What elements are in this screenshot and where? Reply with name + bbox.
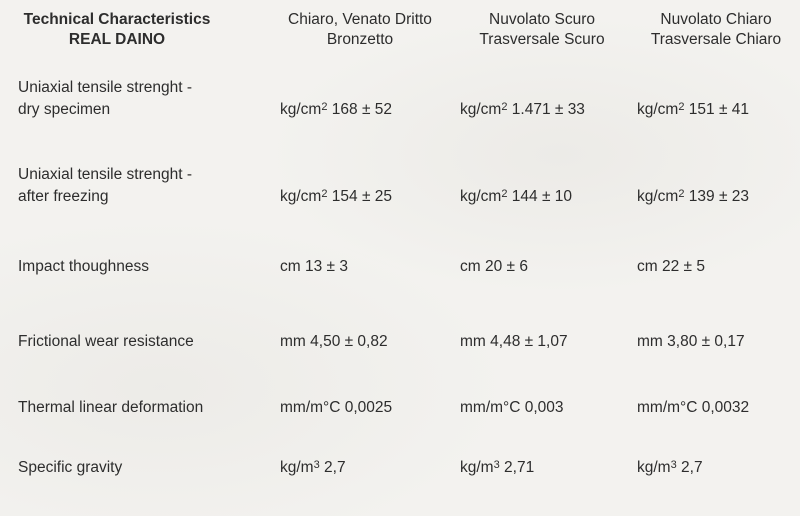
unit-label: mm/m°C [280,399,341,416]
column-header-line1: Nuvolato Chiaro [660,11,772,28]
unit-label: kg/cm [280,101,322,118]
measurement-value: 2,7 [324,459,346,476]
unit-exponent: 2 [678,101,685,113]
unit-label: mm [460,333,486,350]
table-row-thermal-deformation: Thermal linear deformation mm/m°C 0,0025… [0,397,800,419]
unit-label: kg/cm [637,188,679,205]
column-header-nuvolato-scuro: Nuvolato Scuro Trasversale Scuro [452,10,632,50]
measurement-value: 151 ± 41 [688,101,750,118]
unit-label: mm [280,333,306,350]
table-row-impact-toughness: Impact thoughness cm 13 ± 3 cm 20 ± 6 cm… [0,256,800,278]
unit-label: mm/m°C [460,399,521,416]
value-cell: mm 4,50 ± 0,82 [268,331,452,353]
row-label: Frictional wear resistance [0,331,268,353]
measurement-value: 0,003 [524,399,564,416]
measurement-value: 2,71 [504,459,535,476]
row-label: Specific gravity [0,457,268,479]
measurement-value: 3,80 ± 0,17 [667,333,745,350]
unit-label: cm [637,258,658,275]
value-cell: kg/cm2 151 ± 41 [632,99,800,121]
column-header-line2: Trasversale Chiaro [650,31,782,48]
unit-exponent: 3 [493,459,500,471]
value-cell: kg/cm2 168 ± 52 [268,99,452,121]
value-cell: kg/m3 2,7 [268,457,452,479]
unit-label: kg/cm [460,188,502,205]
table-row-uniaxial-freezing: Uniaxial tensile strenght - after freezi… [0,164,800,208]
column-header-line2: Bronzetto [326,31,394,48]
unit-label: kg/m [460,459,494,476]
column-header-line1: Nuvolato Scuro [489,11,595,28]
column-header-line2: Trasversale Scuro [479,31,605,48]
row-label-line1: Frictional wear resistance [18,333,194,350]
measurement-value: 168 ± 52 [331,101,393,118]
measurement-value: 22 ± 5 [661,258,705,275]
table-header-row: Technical Characteristics REAL DAINO Chi… [0,10,800,50]
value-cell: kg/m3 2,71 [452,457,632,479]
row-label-line1: Uniaxial tensile strenght - [18,79,193,96]
measurement-value: 154 ± 25 [331,188,393,205]
measurement-value: 20 ± 6 [484,258,528,275]
row-label-line2: dry specimen [18,101,111,118]
unit-label: mm [637,333,663,350]
table-row-frictional-wear: Frictional wear resistance mm 4,50 ± 0,8… [0,331,800,353]
row-label: Impact thoughness [0,256,268,278]
measurement-value: 4,48 ± 1,07 [490,333,568,350]
row-label-line1: Impact thoughness [18,258,149,275]
measurement-value: 4,50 ± 0,82 [310,333,388,350]
measurement-value: 139 ± 23 [688,188,750,205]
unit-label: cm [280,258,301,275]
column-header-line1: Chiaro, Venato Dritto [288,11,432,28]
column-header-chiaro-venato-dritto: Chiaro, Venato Dritto Bronzetto [268,10,452,50]
unit-label: cm [460,258,481,275]
measurement-value: 2,7 [681,459,703,476]
unit-label: kg/cm [460,101,502,118]
unit-label: mm/m°C [637,399,698,416]
table-row-uniaxial-dry: Uniaxial tensile strenght - dry specimen… [0,77,800,121]
unit-exponent: 3 [670,459,677,471]
measurement-value: 0,0032 [701,399,750,416]
value-cell: kg/cm2 139 ± 23 [632,186,800,208]
value-cell: cm 20 ± 6 [452,256,632,278]
value-cell: kg/cm2 154 ± 25 [268,186,452,208]
table-title-line2: REAL DAINO [68,31,166,48]
row-label: Uniaxial tensile strenght - dry specimen [0,77,268,121]
row-label-line1: Thermal linear deformation [18,399,204,416]
value-cell: kg/cm2 144 ± 10 [452,186,632,208]
table-title: Technical Characteristics REAL DAINO [0,10,268,50]
unit-exponent: 3 [313,459,320,471]
value-cell: cm 22 ± 5 [632,256,800,278]
value-cell: kg/m3 2,7 [632,457,800,479]
unit-exponent: 2 [678,188,685,200]
row-label: Thermal linear deformation [0,397,268,419]
value-cell: mm/m°C 0,0025 [268,397,452,419]
value-cell: mm 3,80 ± 0,17 [632,331,800,353]
value-cell: mm/m°C 0,0032 [632,397,800,419]
row-label-line1: Specific gravity [18,459,123,476]
table-row-specific-gravity: Specific gravity kg/m3 2,7 kg/m3 2,71 kg… [0,457,800,479]
unit-label: kg/m [280,459,314,476]
unit-label: kg/cm [637,101,679,118]
measurement-value: 0,0025 [344,399,393,416]
value-cell: cm 13 ± 3 [268,256,452,278]
row-label: Uniaxial tensile strenght - after freezi… [0,164,268,208]
unit-label: kg/cm [280,188,322,205]
value-cell: mm/m°C 0,003 [452,397,632,419]
unit-exponent: 2 [321,101,328,113]
value-cell: mm 4,48 ± 1,07 [452,331,632,353]
row-label-line1: Uniaxial tensile strenght - [18,166,193,183]
value-cell: kg/cm2 1.471 ± 33 [452,99,632,121]
measurement-value: 13 ± 3 [304,258,348,275]
unit-exponent: 2 [501,188,508,200]
column-header-nuvolato-chiaro: Nuvolato Chiaro Trasversale Chiaro [632,10,800,50]
unit-label: kg/m [637,459,671,476]
row-label-line2: after freezing [18,188,109,205]
table-title-line1: Technical Characteristics [23,11,211,28]
measurement-value: 144 ± 10 [511,188,573,205]
measurement-value: 1.471 ± 33 [511,101,585,118]
unit-exponent: 2 [321,188,328,200]
unit-exponent: 2 [501,101,508,113]
